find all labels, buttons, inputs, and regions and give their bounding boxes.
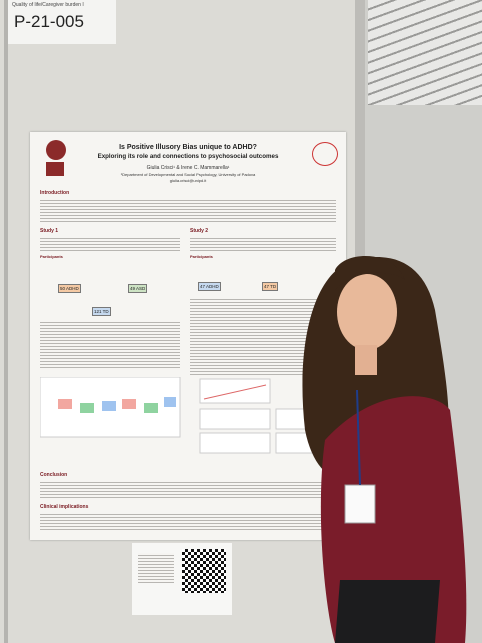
- window: [368, 0, 482, 105]
- poster-title: Is Positive Illusory Bias unique to ADHD…: [119, 144, 257, 151]
- poster-authors: Giulia Crisci¹ & Irene C. Mammarella¹: [146, 165, 230, 171]
- poster-affiliation: ¹Department of Developmental and Social …: [120, 172, 256, 177]
- section-heading: Clinical implications: [40, 504, 89, 510]
- group-box: 49 ASD: [128, 284, 148, 293]
- section-heading: Conclusion: [40, 472, 68, 478]
- text-block: [40, 320, 180, 370]
- text-block: [40, 480, 336, 498]
- logo: [312, 142, 338, 166]
- handout: [132, 543, 232, 615]
- logo: [46, 140, 66, 160]
- section-heading: Participants: [40, 254, 63, 259]
- poster-subtitle: Exploring its role and connections to ps…: [97, 153, 279, 160]
- section-heading: Study 2: [190, 228, 209, 234]
- logo: [46, 162, 64, 176]
- group-box: 47 TD: [262, 282, 279, 291]
- poster: Is Positive Illusory Bias unique to ADHD…: [30, 132, 346, 540]
- text-block: [40, 236, 180, 252]
- poster-email: giulia.crisci@unipd.it: [169, 178, 207, 183]
- badge: [344, 484, 376, 524]
- text-block: [190, 236, 336, 252]
- label-card: Quality of life/Caregiver burden I P-21-…: [8, 0, 116, 44]
- group-box: 121 TD: [92, 307, 111, 316]
- text-block: [40, 512, 336, 532]
- group-box: 47 ADHD: [198, 282, 221, 291]
- left-pole: [4, 0, 8, 643]
- section-heading: Participants: [190, 254, 213, 259]
- person: [302, 256, 467, 643]
- section-heading: Introduction: [40, 190, 70, 196]
- qr-code: [182, 549, 226, 593]
- text-block: [138, 553, 174, 583]
- text-block: [40, 198, 336, 222]
- group-box: 50 ADHD: [58, 284, 81, 293]
- section-heading: Study 1: [40, 228, 59, 234]
- label-topic: Quality of life/Caregiver burden I: [12, 2, 84, 8]
- label-code: P-21-005: [14, 12, 84, 31]
